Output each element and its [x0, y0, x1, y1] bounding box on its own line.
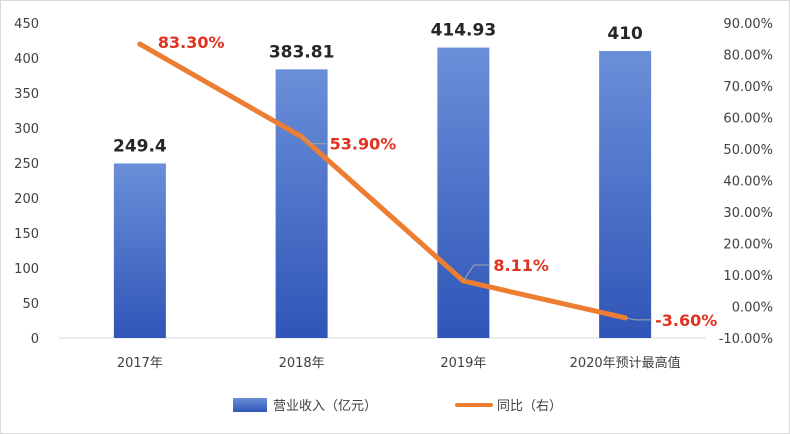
- bar: [113, 163, 166, 338]
- line-label-leader: [301, 136, 327, 145]
- right-axis-tick-label: 90.00%: [723, 17, 773, 32]
- bar: [599, 51, 652, 338]
- bar-data-labels: 249.4 383.81 414.93 410: [113, 21, 643, 157]
- x-axis-category-label: 2020年预计最高值: [570, 355, 681, 371]
- line-point: [137, 41, 143, 47]
- left-axis-tick-label: 400: [14, 52, 39, 67]
- bar-series: [113, 47, 652, 338]
- left-axis-tick-label: 50: [22, 297, 39, 312]
- right-axis-tick-label: 10.00%: [723, 269, 773, 284]
- right-axis-tick-label: 30.00%: [723, 206, 773, 221]
- line-label-leader: [462, 264, 491, 282]
- x-axis-category-label: 2019年: [440, 356, 486, 371]
- bar: [437, 47, 490, 338]
- right-axis-tick-label: -10.00%: [719, 332, 773, 347]
- right-axis-tick-label: 40.00%: [723, 175, 773, 190]
- line-data-label: 83.30%: [158, 33, 225, 52]
- line-data-label: 8.11%: [493, 256, 549, 275]
- legend-bar-swatch: [233, 398, 267, 412]
- bar-data-label: 414.93: [431, 21, 497, 41]
- bar-data-label: 249.4: [113, 136, 167, 156]
- legend: 营业收入（亿元） 同比（右）: [233, 398, 562, 414]
- right-axis-tick-label: 50.00%: [723, 143, 773, 158]
- bar: [275, 69, 328, 338]
- x-axis-category-labels: 2017年 2018年 2019年 2020年预计最高值: [117, 355, 681, 371]
- left-axis-tick-label: 300: [14, 122, 39, 137]
- line-path: [137, 41, 628, 321]
- right-y-axis: -10.00% 0.00% 10.00% 20.00% 30.00% 40.00% 50.0…: [719, 17, 773, 347]
- legend-line-label: 同比（右）: [497, 399, 562, 414]
- left-axis-tick-label: 350: [14, 87, 39, 102]
- right-axis-tick-label: 0.00%: [732, 301, 773, 316]
- x-axis-category-label: 2017年: [117, 356, 163, 371]
- bar-data-label: 410: [607, 24, 643, 44]
- left-axis-tick-label: 150: [14, 227, 39, 242]
- x-axis-category-label: 2018年: [279, 356, 325, 371]
- left-y-axis: 0 50 100 150 200 250 300 350 400 450: [14, 17, 39, 347]
- right-axis-tick-label: 70.00%: [723, 80, 773, 95]
- bar-data-label: 383.81: [269, 42, 335, 62]
- line-data-label: 53.90%: [330, 135, 397, 154]
- left-axis-tick-label: 250: [14, 157, 39, 172]
- left-axis-tick-label: 100: [14, 262, 39, 277]
- legend-bar-label: 营业收入（亿元）: [273, 399, 377, 414]
- left-axis-tick-label: 450: [14, 17, 39, 32]
- line-data-labels: 83.30% 53.90% 8.11% -3.60%: [158, 33, 717, 330]
- line-series: [137, 41, 628, 321]
- line-label-leader: [625, 317, 653, 321]
- right-axis-tick-label: 80.00%: [723, 49, 773, 64]
- line-data-label: -3.60%: [655, 311, 717, 330]
- right-axis-tick-label: 60.00%: [723, 112, 773, 127]
- left-axis-tick-label: 200: [14, 192, 39, 207]
- right-axis-tick-label: 20.00%: [723, 238, 773, 253]
- left-axis-tick-label: 0: [31, 332, 39, 347]
